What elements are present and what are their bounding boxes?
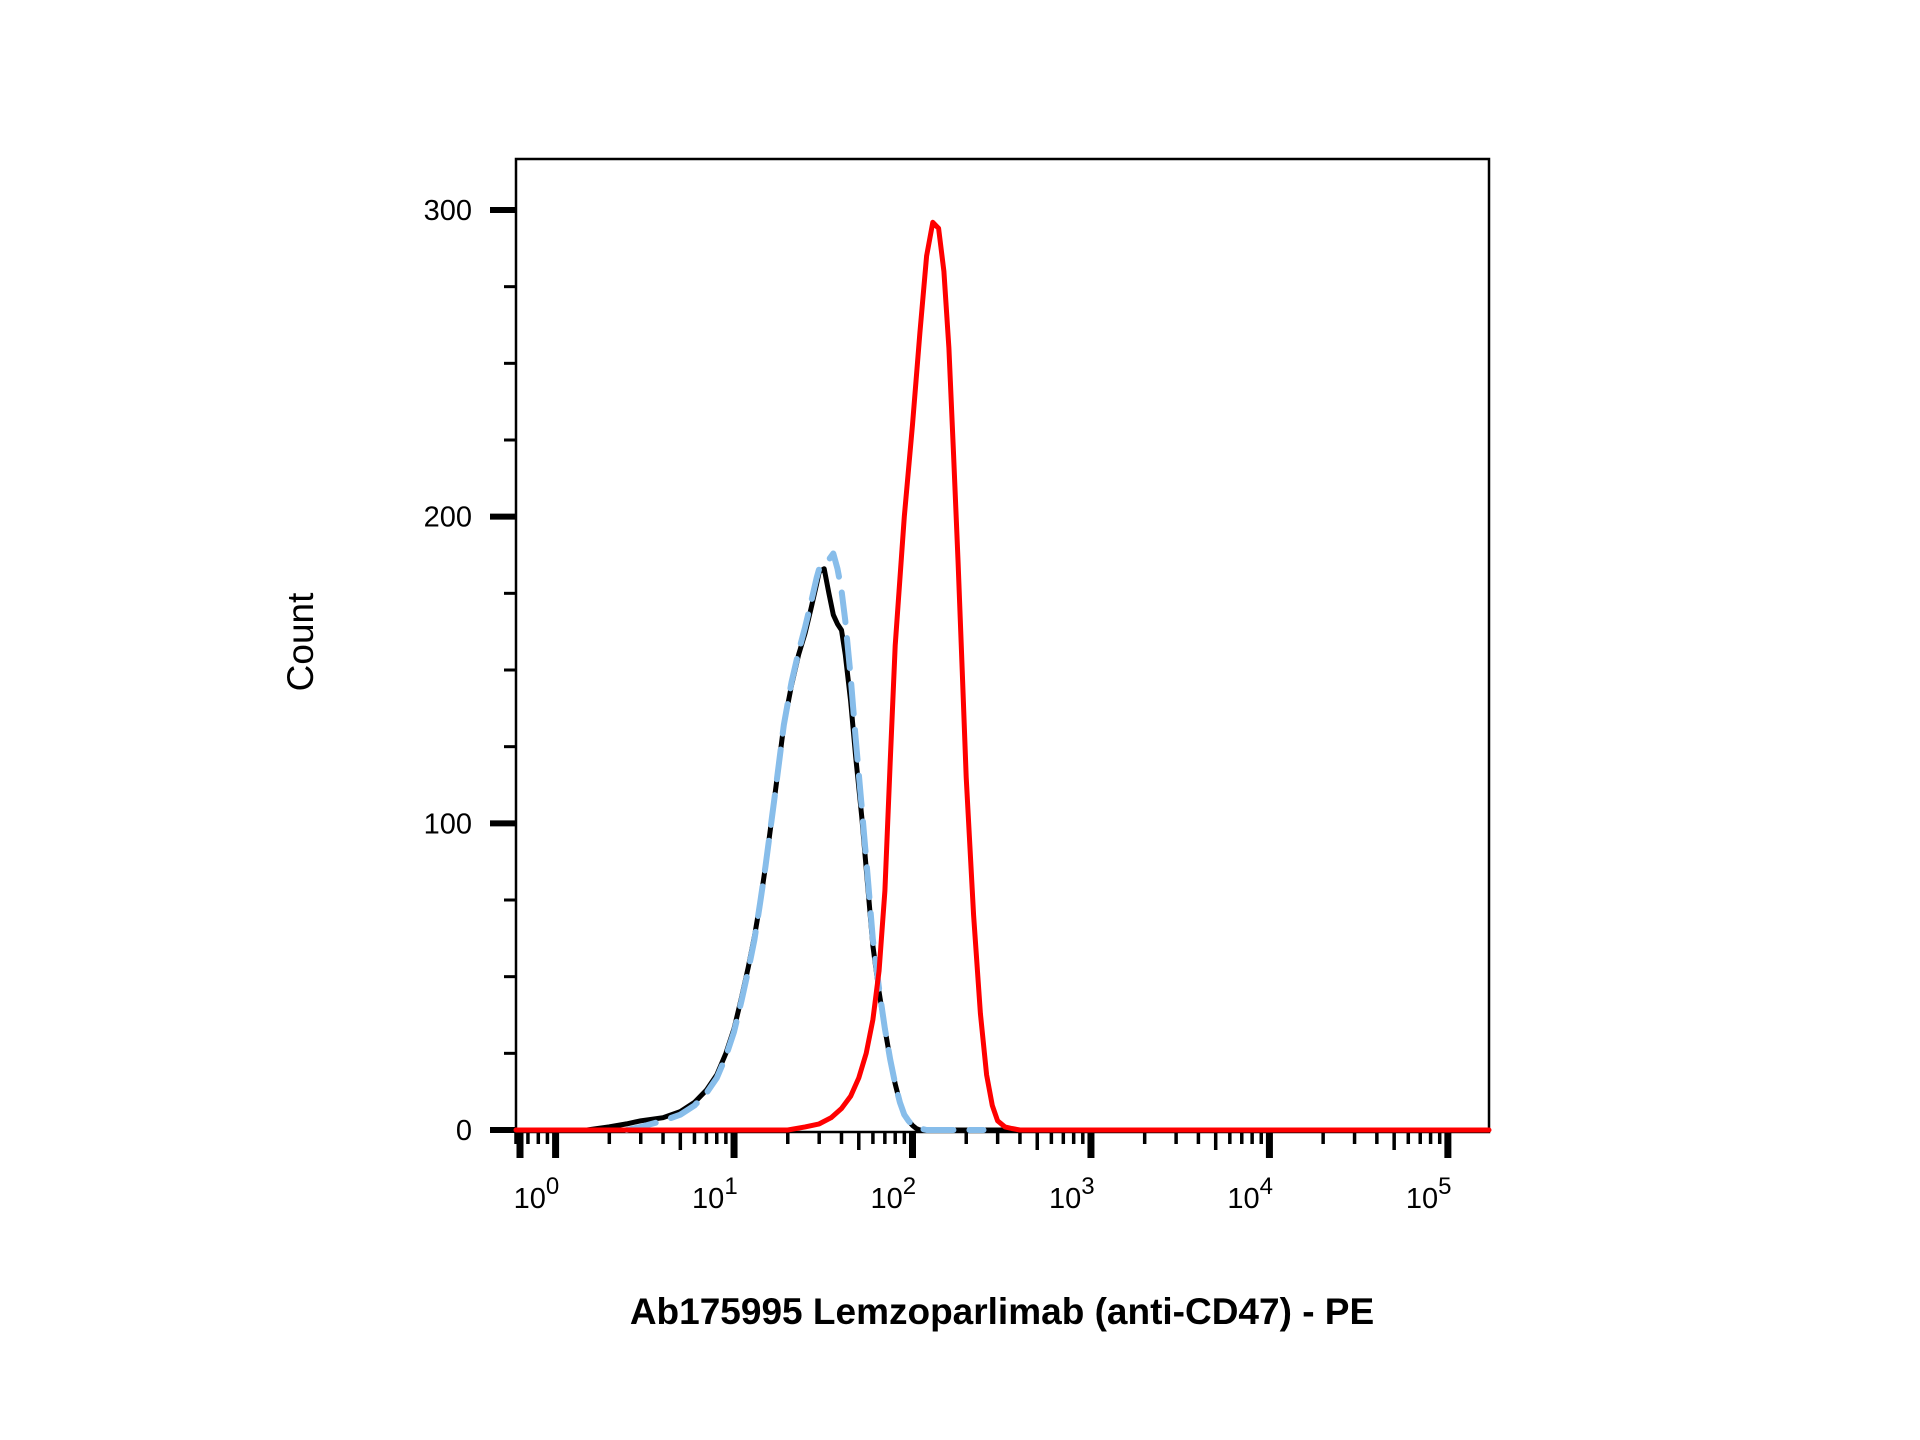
y-tick-label: 200 <box>424 502 472 534</box>
y-tick-label: 100 <box>424 808 472 840</box>
x-tick-label: 104 <box>1227 1173 1273 1215</box>
histogram-series <box>513 219 1492 1133</box>
x-tick-label: 101 <box>692 1173 738 1215</box>
x-tick-label: 100 <box>514 1173 560 1215</box>
y-tick-label: 300 <box>424 195 472 227</box>
y-tick-label: 0 <box>456 1115 472 1147</box>
x-tick-label: 102 <box>871 1173 917 1215</box>
y-axis: 0 100 200 300 <box>424 195 516 1147</box>
x-tick-label: 105 <box>1406 1173 1452 1215</box>
x-axis: 100 101 102 103 104 105 <box>514 1132 1452 1215</box>
y-axis-title: Count <box>280 592 321 691</box>
series-line-2 <box>623 550 987 1133</box>
x-tick-label: 103 <box>1049 1173 1095 1215</box>
series-line-3 <box>513 219 1492 1133</box>
x-axis-title: Ab175995 Lemzoparlimab (anti-CD47) - PE <box>630 1291 1374 1332</box>
